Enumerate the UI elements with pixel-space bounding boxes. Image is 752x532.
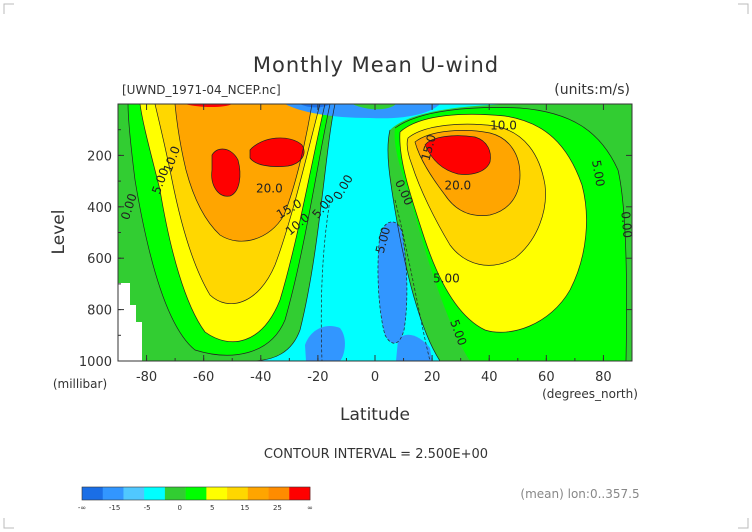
y-axis: 200 400 600 800 1000 [79,129,632,370]
x-tick-label: 60 [538,370,555,385]
colorbar-swatch-5 [185,487,207,500]
easterly-top [285,104,440,119]
y-axis-units: (millibar) [53,377,107,391]
x-tick-label: -40 [250,370,271,385]
units-label: (units:m/s) [554,82,630,98]
colorbar-frame [81,486,311,501]
colorbar-swatch-0 [82,487,104,500]
contour-label-9: 5.00 [373,225,393,254]
mean-note: (mean) lon:0..357.5 [520,487,639,501]
file-label: [UWND_1971-04_NCEP.nc] [122,83,281,97]
sh-contour-20 [174,104,313,242]
colorbar-swatch-6 [206,487,228,500]
colorbar-tick-label: -∞ [78,504,86,512]
x-tick-label: 80 [595,370,612,385]
colorbar [81,486,311,501]
crop-mark-tl [3,3,14,14]
x-tick-label: -80 [136,370,157,385]
colorbar-tick-label: -5 [144,504,151,512]
nh-jet-25 [425,135,491,175]
neg-contour-equator [377,221,408,344]
mask-block-2 [130,305,136,361]
sh-top-red [185,104,232,107]
x-tick-label: 0 [371,370,379,385]
crop-mark-tr [738,3,749,14]
nh-contour-15 [406,123,546,266]
y-tick-label: 800 [87,304,112,319]
x-axis: -80 -60 -40 -20 0 20 40 60 80 [117,104,633,385]
easterly-low-2 [396,334,432,361]
colorbar-swatch-4 [164,487,186,500]
easterly-top-core [300,104,330,108]
colorbar-ticks: -∞ -15 -5 0 5 15 25 ∞ [78,504,313,512]
colorbar-swatch-1 [102,487,124,500]
y-axis-label: Level [49,210,69,255]
contour-label-14: 5.00 [433,271,460,285]
colorbar-tick-label: 0 [177,504,181,512]
colorbar-tick-label: 15 [240,504,249,512]
y-tick-label: 200 [87,149,112,164]
contour-lines [127,104,627,361]
mask-block-3 [136,322,142,361]
crop-mark-bl [3,518,14,529]
colorbar-tick-label: ∞ [307,504,313,512]
contour-label-11: 10.0 [490,118,517,132]
x-tick-label: -20 [307,370,328,385]
colorbar-swatch-10 [289,487,311,500]
top-green-equator [352,104,396,110]
nh-contour-5 [394,107,627,361]
contour-label-16: 0.00 [618,211,634,239]
x-tick-label: -60 [193,370,214,385]
x-axis-units: (degrees_north) [542,387,638,401]
nh-contour-10 [399,113,587,333]
contour-interval: CONTOUR INTERVAL = 2.500E+00 [264,447,488,462]
sh-contour-25b [249,137,305,167]
sh-jet-25 [211,148,240,197]
mask-block-1 [118,283,130,361]
crop-mark-br [738,518,749,529]
colorbar-tick-label: 25 [273,504,282,512]
x-tick-label: 40 [481,370,498,385]
x-tick-label: 20 [424,370,441,385]
y-tick-label: 600 [87,252,112,267]
chart-title: Monthly Mean U-wind [253,53,499,77]
sh-contour-10 [139,104,326,343]
easterly-low-1 [305,325,345,361]
colorbar-swatch-7 [227,487,249,500]
colorbar-tick-label: 5 [210,504,214,512]
missing-data-mask [118,283,142,361]
easterly-equator [377,221,407,344]
colorbar-swatch-8 [247,487,269,500]
sh-jet-25b [250,137,305,167]
sh-contour-5 [127,104,331,356]
neg-contour-nh [394,199,431,361]
sh-contour-25 [211,148,241,197]
y-tick-label: 400 [87,201,112,216]
crop-marks [3,3,749,529]
colorbar-swatch-9 [268,487,290,500]
contour-label-12: 20.0 [444,179,471,193]
nh-contour-0 [387,129,441,361]
nh-contour-20 [414,130,521,216]
nh-contour-25 [424,135,491,175]
colorbar-swatch-2 [123,487,145,500]
y-tick-label: 1000 [79,355,112,370]
sh-contour-0 [249,104,336,361]
contour-label-10: 15.0 [419,133,439,162]
contour-label-13: 5.00 [589,159,607,188]
colorbar-swatch-3 [144,487,166,500]
contour-label-3: 20.0 [256,181,283,195]
sh-contour-15 [154,104,321,304]
neg-contour-sh [320,199,331,361]
x-axis-label: Latitude [340,405,410,425]
colorbar-tick-label: -15 [109,504,120,512]
